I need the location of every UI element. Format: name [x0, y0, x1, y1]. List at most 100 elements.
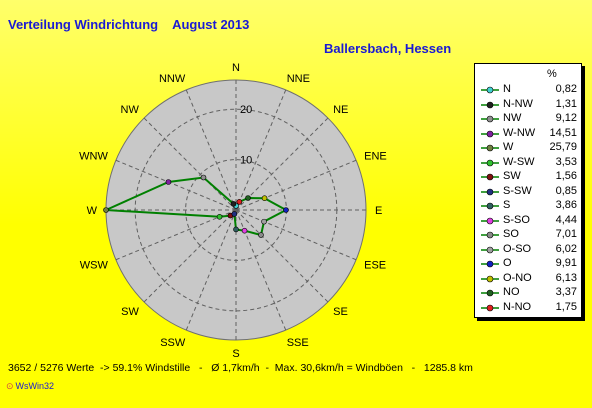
- direction-label-e: E: [375, 205, 382, 217]
- legend-marker-icon: [481, 173, 499, 181]
- legend-item-n-nw: N-NW 1,31: [475, 98, 581, 112]
- grid-spoke-sw: [143, 209, 237, 303]
- legend-value: 14,51: [549, 126, 577, 139]
- legend-item-no: NO 3,37: [475, 286, 581, 300]
- legend-item-o-no: O-NO 6,13: [475, 272, 581, 286]
- legend-label: N-NW: [503, 97, 533, 110]
- credit-label: WsWin32: [15, 381, 55, 391]
- data-point-w-nw: [165, 179, 172, 185]
- legend-label: W-SW: [503, 155, 535, 168]
- data-point-s: [233, 226, 239, 233]
- legend-label: O: [503, 257, 512, 269]
- legend-marker-icon: [481, 304, 499, 311]
- grid-spoke-ssw: [185, 209, 237, 331]
- legend-item-so: SO 7,01: [475, 228, 581, 242]
- data-point-w: [103, 207, 109, 213]
- direction-label-sw: SW: [121, 306, 139, 318]
- location-label: Ballersbach, Hessen: [324, 41, 452, 56]
- legend-value: 6,02: [555, 242, 577, 255]
- legend-label: N: [503, 83, 511, 95]
- statistics-footer: 3652 / 5276 Werte -> 59.1% Windstille - …: [8, 362, 473, 374]
- direction-label-w: W: [87, 205, 98, 217]
- direction-label-ne: NE: [333, 104, 348, 116]
- legend-label: O-SO: [503, 242, 532, 255]
- data-point-o-so: [261, 218, 267, 225]
- wswin-logo-icon: ⊙: [6, 381, 14, 391]
- legend-marker-icon: [481, 275, 499, 282]
- legend-value: 3,86: [555, 199, 577, 211]
- legend-value: 3,53: [555, 155, 577, 168]
- chart-title: Verteilung Windrichtung August 2013: [8, 17, 250, 32]
- legend-value: 6,13: [555, 271, 577, 284]
- legend-label: W: [503, 141, 514, 153]
- direction-label-se: SE: [333, 306, 348, 318]
- data-point-so: [258, 232, 264, 238]
- legend-unit-label: %: [547, 68, 557, 80]
- legend-marker-icon: [481, 231, 499, 239]
- direction-label-nnw: NNW: [159, 73, 186, 85]
- direction-label-nne: NNE: [287, 73, 310, 85]
- legend-marker-icon: [481, 101, 499, 108]
- legend-label: N-NO: [503, 300, 532, 313]
- legend-value: 4,44: [555, 213, 577, 226]
- grid-spoke-nnw: [185, 89, 237, 211]
- legend-marker-icon: [481, 188, 499, 195]
- grid-spoke-se: [235, 209, 329, 303]
- legend-value: 25,79: [549, 141, 577, 153]
- grid-spoke-ene: [235, 159, 357, 211]
- legend-marker-icon: [481, 260, 499, 268]
- legend-label: SW: [503, 170, 521, 182]
- legend-value: 1,75: [555, 300, 577, 313]
- grid-spoke-nne: [235, 89, 287, 211]
- grid-spoke-wsw: [115, 209, 237, 261]
- legend-value: 9,12: [555, 112, 577, 124]
- legend-label: S-SO: [503, 213, 530, 226]
- legend-item-w-sw: W-SW 3,53: [475, 156, 581, 170]
- legend-item-sw: SW 1,56: [475, 170, 581, 184]
- legend-item-w-nw: W-NW 14,51: [475, 127, 581, 141]
- direction-label-sse: SSE: [287, 337, 309, 349]
- legend-marker-icon: [481, 202, 499, 210]
- legend-value: 1,31: [555, 97, 577, 110]
- direction-label-n: N: [232, 62, 240, 74]
- legend: % N 0,82 N-NW 1,31 NW 9,12 W-NW 14,51 W 25,79 W-SW…: [474, 63, 582, 318]
- data-point-o: [283, 207, 289, 213]
- legend-label: NW: [503, 112, 522, 124]
- data-point-s-so: [241, 227, 248, 234]
- direction-label-ese: ESE: [364, 260, 386, 272]
- data-point-n-no: [236, 199, 243, 205]
- legend-value: 9,91: [555, 257, 577, 269]
- grid-spoke-nw: [143, 117, 237, 211]
- legend-value: 1,56: [555, 170, 577, 182]
- software-credit: ⊙ WsWin32: [6, 381, 54, 392]
- legend-label: W-NW: [503, 126, 536, 139]
- grid-spoke-ne: [235, 117, 329, 211]
- direction-label-wsw: WSW: [80, 260, 109, 272]
- grid-spoke-ese: [235, 209, 357, 261]
- legend-marker-icon: [481, 246, 499, 253]
- radial-tick-label-10: 10: [240, 155, 252, 167]
- legend-item-s-sw: S-SW 0,85: [475, 185, 581, 199]
- legend-label: S-SW: [503, 184, 532, 197]
- legend-item-n: N 0,82: [475, 83, 581, 97]
- legend-marker-icon: [481, 159, 499, 166]
- data-point-s-sw: [231, 211, 238, 217]
- legend-marker-icon: [481, 289, 499, 297]
- legend-item-o: O 9,91: [475, 257, 581, 271]
- legend-item-n-no: N-NO 1,75: [475, 301, 581, 315]
- data-point-n-nw: [230, 201, 237, 207]
- legend-label: SO: [503, 228, 519, 240]
- legend-label: O-NO: [503, 271, 532, 284]
- legend-label: NO: [503, 286, 520, 298]
- direction-label-wnw: WNW: [79, 150, 108, 162]
- grid-spoke-wnw: [115, 159, 237, 211]
- legend-marker-icon: [481, 86, 499, 94]
- legend-marker-icon: [481, 144, 499, 152]
- legend-item-s-so: S-SO 4,44: [475, 214, 581, 228]
- legend-item-o-so: O-SO 6,02: [475, 243, 581, 257]
- legend-marker-icon: [481, 130, 499, 137]
- data-point-o-no: [261, 195, 268, 201]
- legend-value: 0,82: [555, 83, 577, 95]
- radial-tick-label-20: 20: [240, 104, 252, 116]
